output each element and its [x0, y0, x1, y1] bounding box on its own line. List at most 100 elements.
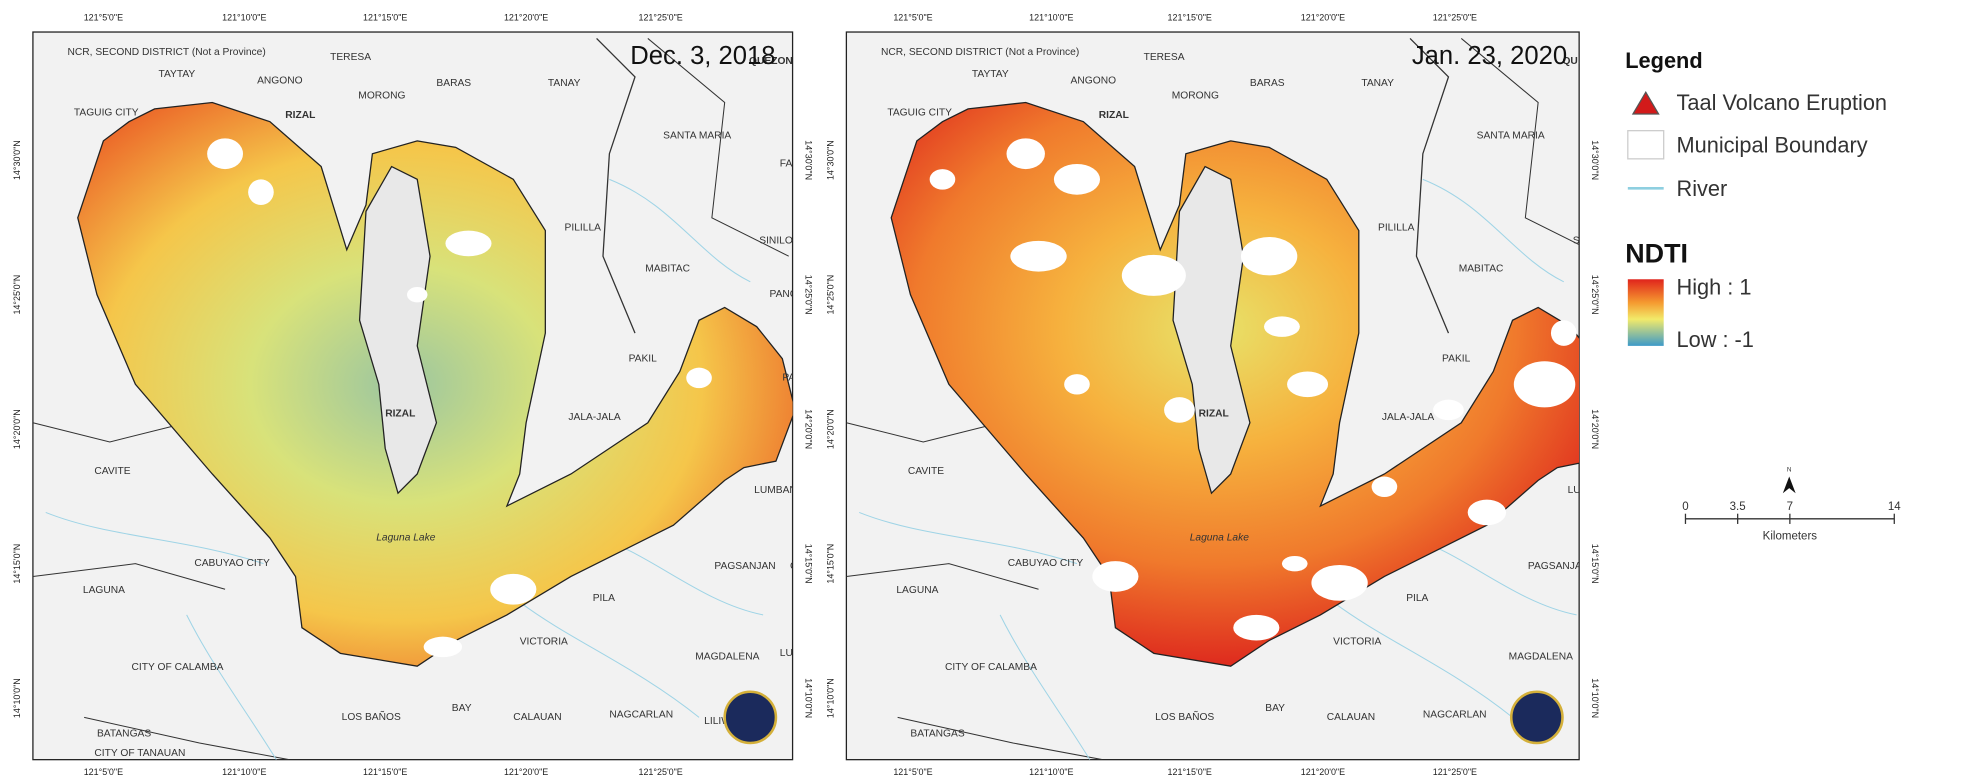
longitude-label: 121°20'0"E [504, 767, 548, 777]
longitude-label: 121°25'0"E [638, 12, 682, 22]
ndti-low: Low : -1 [1677, 327, 1754, 352]
longitude-label: 121°25'0"E [638, 767, 682, 777]
place-label: CABUYAO CITY [194, 558, 270, 569]
latitude-label: 14°15'0"N [1590, 544, 1600, 584]
map-body: NCR, SECOND DISTRICT (Not a Province) TER… [32, 37, 815, 760]
cloud [406, 286, 428, 303]
place-label: RIZAL [285, 110, 315, 121]
cloud [1010, 240, 1067, 272]
latitude-label: 14°15'0"N [826, 544, 836, 584]
cloud [1433, 399, 1464, 421]
place-label: CABUYAO CITY [1008, 558, 1084, 569]
agency-logo [723, 690, 778, 745]
place-label: JALA-JALA [568, 412, 621, 423]
cloud [248, 179, 274, 205]
latitude-label: 14°15'0"N [803, 544, 813, 584]
place-label: TERESA [1144, 52, 1185, 63]
ndti-title: NDTI [1625, 239, 1688, 269]
place-label: CITY OF CALAMBA [132, 662, 224, 673]
place-label: ANGONO [1071, 75, 1117, 86]
latitude-label: 14°25'0"N [1590, 275, 1600, 315]
place-label: CAVINTI [1603, 561, 1643, 572]
place-label: PAGSANJAN [714, 561, 775, 572]
longitude-label: 121°5'0"E [893, 12, 932, 22]
place-label: CITY OF TANAUAN [94, 748, 185, 759]
place-label: TAGUIG CITY [887, 107, 952, 118]
longitude-label: 121°10'0"E [1029, 767, 1073, 777]
cloud [207, 138, 244, 170]
place-label: TANAY [1361, 78, 1394, 89]
legend-title: Legend [1625, 48, 1702, 73]
longitude-label: 121°15'0"E [363, 12, 407, 22]
place-label: PILILLA [565, 223, 602, 234]
place-label: TERESA [330, 52, 371, 63]
place-label: BARAS [436, 78, 471, 89]
latitude-label: 14°20'0"N [803, 409, 813, 449]
latitude-label: 14°25'0"N [12, 275, 22, 315]
place-label: PILA [1406, 593, 1428, 604]
ndti-ramp [1627, 279, 1664, 346]
latitude-label: 14°20'0"N [12, 409, 22, 449]
place-label: PAKIL [629, 353, 658, 364]
cloud [1467, 499, 1507, 526]
place-label: NAGCARLAN [1423, 709, 1487, 720]
latitude-label: 14°10'0"N [1590, 678, 1600, 718]
legend-item: River [1677, 176, 1728, 201]
place-label: PAETE [1596, 372, 1629, 383]
longitude-label: 121°25'0"E [1433, 767, 1477, 777]
place-label: CITY OF CALAMBA [945, 662, 1037, 673]
place-label: LUMBAN [1568, 485, 1611, 496]
scale-label: 14 [1888, 501, 1901, 513]
latitude-label: 14°10'0"N [12, 678, 22, 718]
place-label: NCR, SECOND DISTRICT (Not a Province) [881, 47, 1079, 58]
cloud [1164, 397, 1195, 423]
longitude-label: 121°10'0"E [1029, 12, 1073, 22]
scale-label: 0 [1682, 501, 1688, 513]
scale-label: 7 [1787, 501, 1793, 513]
volcano-symbol [1631, 90, 1660, 115]
place-label: LOS BAÑOS [342, 710, 401, 723]
place-label: SANTA MARIA [663, 130, 731, 141]
place-label: VICTORIA [1333, 636, 1381, 647]
agency-logo [1509, 690, 1564, 745]
place-label: MORONG [1172, 91, 1219, 102]
cloud [1092, 561, 1139, 592]
cloud [1233, 614, 1280, 641]
latitude-label: 14°25'0"N [826, 275, 836, 315]
place-label: TAYTAY [158, 69, 195, 80]
cloud [1287, 371, 1329, 398]
place-label: PILA [593, 593, 615, 604]
place-label: BATANGAS [910, 729, 964, 740]
place-label: RIZAL [385, 408, 415, 419]
cloud [929, 169, 956, 190]
place-label: FAMY [780, 159, 808, 170]
place-label: PAETE [782, 372, 815, 383]
scale-label: 3.5 [1730, 501, 1746, 513]
latitude-label: 14°20'0"N [1590, 409, 1600, 449]
cloud [1264, 316, 1300, 337]
longitude-label: 121°15'0"E [363, 767, 407, 777]
latitude-label: 14°20'0"N [826, 409, 836, 449]
place-label: CAVITE [94, 466, 130, 477]
place-label: BARAS [1250, 78, 1285, 89]
place-label: CALAUAN [1327, 712, 1375, 723]
place-label: SANTA MARIA [1477, 130, 1545, 141]
place-label: NCR, SECOND DISTRICT (Not a Province) [68, 47, 266, 58]
place-label: LAGUNA [896, 585, 938, 596]
place-label: SINILOAN [1573, 235, 1621, 246]
longitude-label: 121°20'0"E [1301, 767, 1345, 777]
cloud [490, 573, 537, 605]
place-label: QUEZON [1562, 56, 1606, 67]
longitude-label: 121°15'0"E [1168, 767, 1212, 777]
cloud [1121, 254, 1186, 296]
place-label: TAGUIG CITY [74, 107, 139, 118]
place-label: ANGONO [257, 75, 303, 86]
place-label: CAVITE [908, 466, 944, 477]
map-panel: NCR, SECOND DISTRICT (Not a Province) TER… [826, 12, 1643, 777]
map-body: NCR, SECOND DISTRICT (Not a Province) TER… [846, 37, 1643, 760]
cloud [1371, 476, 1398, 498]
cloud [1240, 236, 1298, 276]
cloud [1053, 163, 1101, 195]
